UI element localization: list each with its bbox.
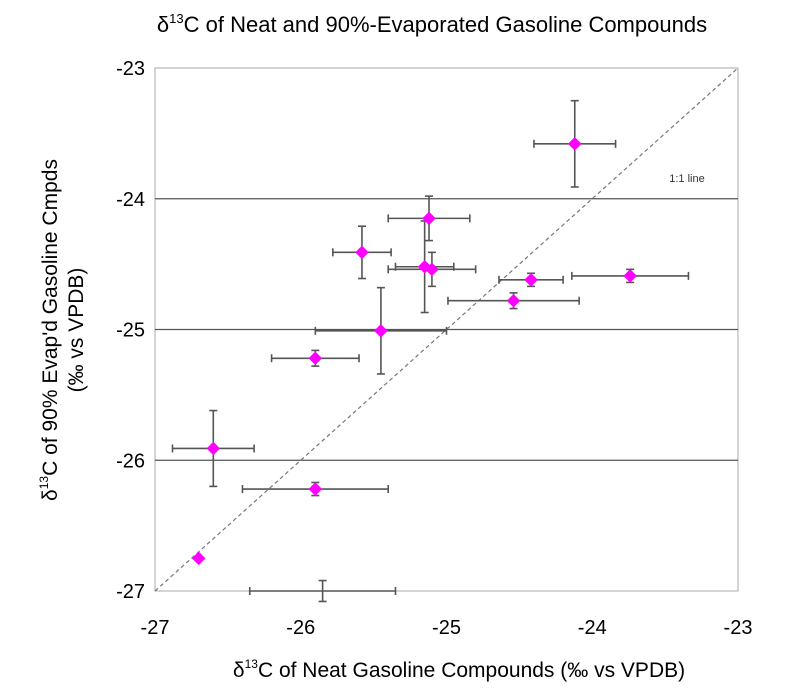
y-axis-label-main: C of 90% Evap'd Gasoline Cmpds <box>39 159 62 476</box>
x-axis-label-main: C of Neat Gasoline Compounds (‰ vs VPDB) <box>258 659 685 682</box>
y-axis-label-line2: (‰ vs VPDB) <box>65 268 88 393</box>
y-tick-label-3: -26 <box>116 450 145 472</box>
data-point-5 <box>524 272 538 287</box>
data-points <box>191 136 637 566</box>
x-axis-ticks: -27 -26 -25 -24 -23 <box>141 617 753 639</box>
y-axis-label: δ13C of 90% Evap'd Gasoline Cmpds (‰ vs … <box>37 159 88 501</box>
y-tick-label-2: -25 <box>116 320 145 342</box>
error-bar-13 <box>248 579 397 603</box>
x-axis-label: δ13C of Neat Gasoline Compounds (‰ vs VP… <box>233 657 685 682</box>
data-point-1 <box>422 211 436 226</box>
data-point-12 <box>191 551 206 566</box>
data-point-0 <box>567 136 582 151</box>
x-tick-label-0: -27 <box>141 617 170 639</box>
x-tick-label-2: -25 <box>432 617 461 639</box>
data-point-2 <box>355 245 369 260</box>
data-point-8 <box>374 323 388 338</box>
y-axis-label-sup: 13 <box>37 476 51 490</box>
y-tick-label-1: -24 <box>116 189 145 211</box>
chart-title-prefix: δ <box>157 12 169 37</box>
y-tick-label-4: -27 <box>116 581 145 603</box>
error-bars <box>171 99 690 603</box>
x-tick-label-4: -23 <box>724 617 753 639</box>
data-point-4 <box>425 262 439 277</box>
y-axis-label-prefix: δ <box>39 489 62 501</box>
chart-title-sup: 13 <box>169 11 183 26</box>
x-tick-label-3: -24 <box>578 617 607 639</box>
x-axis-label-sup: 13 <box>245 657 259 671</box>
data-point-11 <box>308 482 323 496</box>
data-point-6 <box>623 269 637 283</box>
x-tick-label-1: -26 <box>286 617 315 639</box>
data-point-3 <box>417 259 432 274</box>
y-tick-label-0: -23 <box>116 58 145 80</box>
data-point-9 <box>308 351 323 366</box>
reference-line-label: 1:1 line <box>669 173 704 185</box>
chart-title-main: C of Neat and 90%-Evaporated Gasoline Co… <box>184 12 707 37</box>
y-axis-ticks: -23 -24 -25 -26 -27 <box>116 58 145 603</box>
reference-line-1-1 <box>154 67 739 592</box>
data-point-10 <box>206 441 221 456</box>
y-axis-label-line1: δ13C of 90% Evap'd Gasoline Cmpds <box>37 159 62 501</box>
x-axis-label-prefix: δ <box>233 659 245 682</box>
chart-title: δ13C of Neat and 90%-Evaporated Gasoline… <box>157 11 707 37</box>
data-point-7 <box>506 293 521 308</box>
